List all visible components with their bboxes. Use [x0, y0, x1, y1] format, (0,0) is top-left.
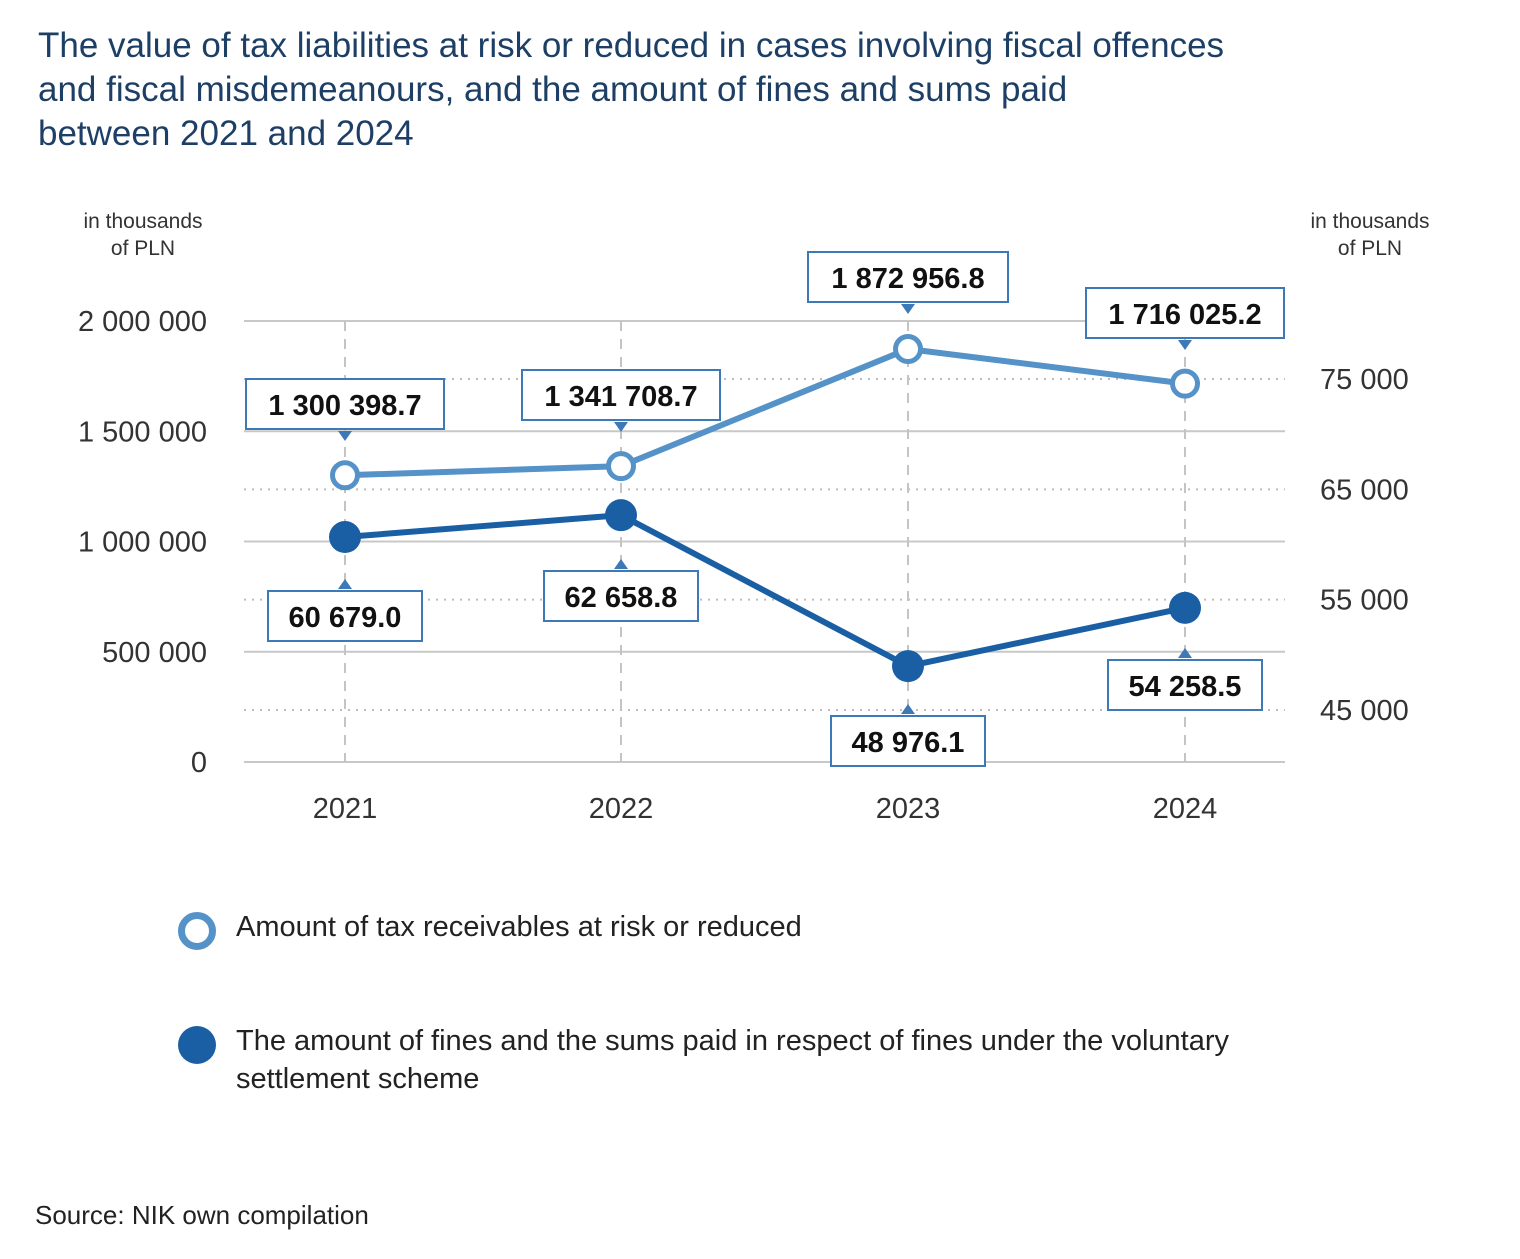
right-axis-unit-label: of PLN	[1338, 237, 1402, 260]
data-label-text: 60 679.0	[289, 602, 402, 634]
receivables-data-label: 1 341 708.7	[521, 369, 721, 432]
fines-data-label: 60 679.0	[267, 579, 423, 642]
data-label-text: 48 976.1	[852, 727, 965, 759]
data-labels: 1 300 398.7 1 341 708.7 1 872 956.8 1 716 0…	[245, 251, 1285, 767]
x-tick-label: 2022	[589, 793, 654, 825]
data-label-box	[543, 570, 699, 622]
chart-title: The value of tax liabilities at risk or …	[38, 24, 1418, 156]
legend-item-receivables: Amount of tax receivables at risk or red…	[178, 908, 1278, 956]
data-label-box	[267, 590, 423, 642]
fines-point	[1169, 591, 1201, 624]
receivables-data-label: 1 300 398.7	[245, 378, 445, 441]
filled-circle-marker-icon	[178, 1026, 216, 1064]
title-line: between 2021 and 2024	[38, 114, 414, 153]
fines-point	[892, 650, 924, 683]
legend-label: The amount of fines and the sums paid in…	[236, 1025, 1230, 1095]
left-axis-unit-label: of PLN	[111, 237, 175, 260]
callout-pointer	[614, 559, 628, 569]
callout-pointer	[338, 579, 352, 589]
right-tick-label: 45 000	[1320, 695, 1409, 727]
receivables-data-label: 1 872 956.8	[807, 251, 1009, 314]
x-tick-label: 2024	[1153, 793, 1218, 825]
left-axis-unit-label: in thousands	[83, 210, 202, 233]
data-label-box	[1085, 287, 1285, 339]
data-label-text: 62 658.8	[565, 582, 678, 614]
callout-pointer	[614, 422, 628, 432]
left-tick-label: 0	[191, 747, 207, 779]
receivables-point	[1170, 368, 1200, 399]
fines-point	[329, 521, 361, 554]
left-tick-label: 500 000	[102, 637, 207, 669]
title-line: and fiscal misdemeanours, and the amount…	[38, 70, 1068, 109]
legend-label: Amount of tax receivables at risk or red…	[236, 911, 802, 943]
fines-data-label: 48 976.1	[830, 704, 986, 767]
hollow-circle-marker-icon	[178, 912, 216, 950]
series-lines	[329, 334, 1201, 683]
data-label-text: 1 872 956.8	[831, 263, 984, 295]
receivables-data-label: 1 716 025.2	[1085, 287, 1285, 350]
right-axis-unit-label: in thousands	[1310, 210, 1429, 233]
data-label-text: 1 300 398.7	[268, 390, 421, 422]
x-tick-label: 2023	[876, 793, 941, 825]
line-chart: in thousands of PLN in thousands of PLN …	[78, 210, 1430, 825]
x-tick-label: 2021	[313, 793, 378, 825]
data-label-box	[807, 251, 1009, 303]
title-line: The value of tax liabilities at risk or …	[38, 26, 1225, 65]
fines-data-label: 62 658.8	[543, 559, 699, 622]
data-label-text: 1 716 025.2	[1108, 299, 1261, 331]
left-tick-label: 1 000 000	[78, 527, 207, 559]
callout-pointer	[338, 431, 352, 441]
fines-point	[605, 499, 637, 532]
data-label-box	[521, 369, 721, 421]
left-tick-label: 1 500 000	[78, 416, 207, 448]
receivables-point	[330, 460, 360, 491]
right-tick-label: 65 000	[1320, 474, 1409, 506]
receivables-point	[606, 451, 636, 482]
source-note: Source: NIK own compilation	[35, 1200, 369, 1230]
axis-ticks: 0 500 000 1 000 000 1 500 000 2 000 000 45 00…	[78, 306, 1409, 825]
callout-pointer	[901, 704, 915, 714]
fines-data-label: 54 258.5	[1107, 648, 1263, 711]
data-label-box	[1107, 659, 1263, 711]
fines-line	[344, 512, 1186, 670]
right-tick-label: 75 000	[1320, 364, 1409, 396]
data-label-text: 1 341 708.7	[544, 381, 697, 413]
callout-pointer	[1178, 648, 1192, 658]
legend-item-fines: The amount of fines and the sums paid in…	[178, 1022, 1278, 1102]
callout-pointer	[1178, 340, 1192, 350]
left-tick-label: 2 000 000	[78, 306, 207, 338]
right-tick-label: 55 000	[1320, 585, 1409, 617]
data-label-box	[245, 378, 445, 430]
receivables-line	[344, 346, 1186, 479]
data-label-box	[830, 715, 986, 767]
callout-pointer	[901, 304, 915, 314]
data-label-text: 54 258.5	[1129, 671, 1242, 703]
receivables-point	[893, 334, 923, 365]
